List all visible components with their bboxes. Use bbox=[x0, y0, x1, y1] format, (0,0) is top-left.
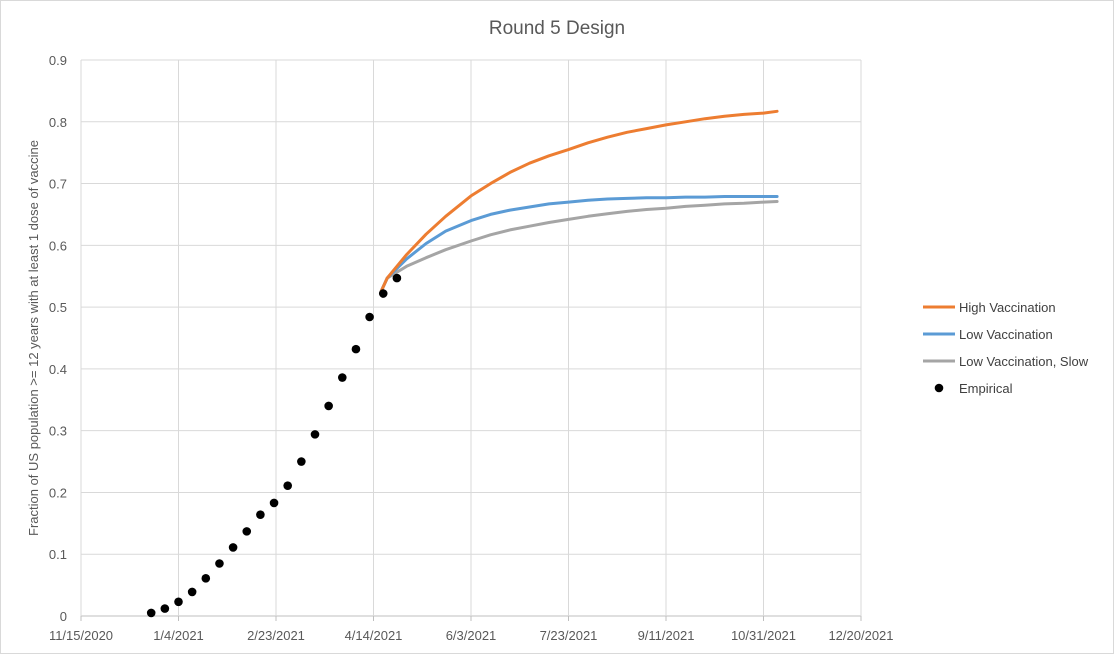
x-tick-label: 10/31/2021 bbox=[731, 628, 796, 643]
x-tick-labels: 11/15/2020 1/4/2021 2/23/2021 4/14/2021 6/3/… bbox=[49, 628, 894, 643]
y-tick-label: 0.8 bbox=[49, 115, 67, 130]
data-point-empirical bbox=[392, 273, 402, 283]
series-line-high-vaccination bbox=[379, 109, 779, 293]
data-point-empirical bbox=[160, 604, 170, 613]
x-tick-label: 12/20/2021 bbox=[828, 628, 893, 643]
y-axis-label: Fraction of US population >= 12 years wi… bbox=[26, 140, 41, 536]
data-point-empirical bbox=[365, 312, 374, 322]
y-tick-label: 0.9 bbox=[49, 53, 67, 68]
legend-label-empirical: Empirical bbox=[959, 381, 1013, 396]
x-tick-label: 9/11/2021 bbox=[638, 628, 695, 643]
y-tick-label: 0.2 bbox=[49, 485, 67, 500]
data-point-empirical bbox=[201, 574, 211, 583]
data-point-empirical bbox=[187, 587, 197, 597]
x-tick-label: 1/4/2021 bbox=[153, 628, 204, 643]
data-point-empirical bbox=[283, 481, 293, 490]
y-tick-label: 0 bbox=[60, 609, 67, 624]
data-point-empirical bbox=[324, 401, 333, 411]
data-point-empirical bbox=[215, 559, 224, 568]
gridlines bbox=[80, 59, 862, 621]
x-tick-label: 11/15/2020 bbox=[49, 628, 113, 643]
data-point-empirical bbox=[242, 527, 252, 536]
y-tick-label: 0.6 bbox=[49, 238, 67, 253]
data-point-empirical bbox=[297, 457, 306, 466]
data-point-empirical bbox=[256, 510, 265, 519]
series-line-low-vaccination-slow bbox=[379, 200, 779, 293]
data-point-empirical bbox=[310, 430, 320, 439]
y-tick-label: 0.3 bbox=[49, 424, 67, 439]
y-tick-label: 0.1 bbox=[49, 547, 67, 562]
y-tick-label: 0.4 bbox=[49, 362, 67, 377]
legend-label-low-vaccination: Low Vaccination bbox=[959, 327, 1053, 342]
legend: High Vaccination Low Vaccination Low Vacci… bbox=[923, 300, 1089, 396]
y-tick-labels: 0 0.1 0.2 0.3 0.4 0.5 0.6 0.7 0.8 0.9 bbox=[49, 53, 67, 624]
x-tick-label: 7/23/2021 bbox=[540, 628, 598, 643]
x-tick-label: 2/23/2021 bbox=[247, 628, 305, 643]
data-point-empirical bbox=[378, 289, 388, 298]
y-tick-label: 0.7 bbox=[49, 177, 67, 192]
series-line-low-vaccination bbox=[379, 195, 779, 293]
chart-title: Round 5 Design bbox=[489, 18, 625, 39]
x-tick-label: 6/3/2021 bbox=[446, 628, 497, 643]
data-point-empirical bbox=[269, 498, 279, 508]
data-point-empirical bbox=[338, 373, 347, 382]
data-point-empirical bbox=[228, 543, 238, 552]
data-point-empirical bbox=[174, 597, 183, 607]
y-tick-label: 0.5 bbox=[49, 300, 67, 315]
series-group bbox=[146, 109, 779, 618]
data-point-empirical bbox=[146, 608, 156, 618]
legend-swatch-empirical bbox=[934, 383, 944, 393]
x-tick-label: 4/14/2021 bbox=[345, 628, 403, 643]
data-point-empirical bbox=[351, 344, 361, 354]
legend-label-low-vaccination-slow: Low Vaccination, Slow bbox=[959, 354, 1089, 369]
legend-label-high-vaccination: High Vaccination bbox=[959, 300, 1056, 315]
